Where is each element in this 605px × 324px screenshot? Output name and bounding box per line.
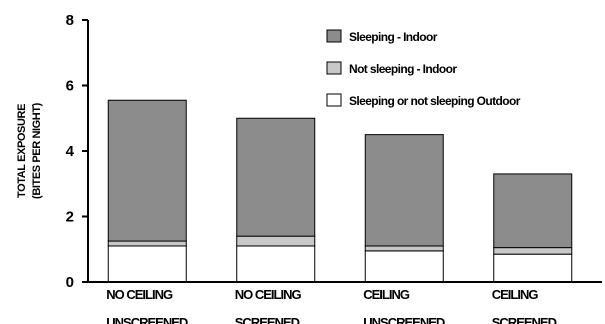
y-axis-label: TOTAL EXPOSURE (BITES PER NIGHT) [16,102,43,199]
legend-swatch [326,93,342,107]
bar-segment [107,240,187,247]
x-axis: NO CEILING UNSCREENED NO CEILING SCREENED CE… [88,281,602,324]
bar-segment [236,245,316,283]
x-category-label: SCREENED [492,315,557,324]
bar-segment [364,245,444,252]
y-tick-label: 6 [66,78,74,95]
bar-segment [107,99,187,242]
y-axis-title-line: TOTAL EXPOSURE [16,104,28,198]
x-category-label: CEILING [492,287,539,302]
bar-segment [364,134,444,247]
bar-segment [107,245,187,283]
y-tick-label: 2 [66,209,74,226]
legend: Sleeping - Indoor Not sleeping - Indoor Sl… [326,29,521,108]
x-category-label: SCREENED [235,315,300,324]
x-category-label: NO CEILING [106,287,173,302]
y-axis: 0 2 4 6 8 [66,12,89,291]
y-tick-label: 8 [66,12,74,29]
legend-label: Not sleeping - Indoor [349,62,457,76]
x-category-label: UNSCREENED [106,315,188,324]
legend-swatch [326,29,342,43]
y-axis-title-line: (BITES PER NIGHT) [31,102,43,199]
x-category-label: UNSCREENED [363,315,445,324]
y-tick-label: 0 [66,274,74,291]
bar-segment [236,235,316,247]
x-category-label: CEILING [363,287,410,302]
legend-swatch [326,61,342,75]
bar-segment [236,117,316,237]
legend-label: Sleeping or not sleeping Outdoor [349,94,521,108]
legend-label: Sleeping - Indoor [349,30,438,44]
bar-segment [364,250,444,283]
y-tick-label: 4 [66,143,75,160]
bar-segment [493,253,573,283]
bar-segment [493,247,573,255]
bars [107,99,573,283]
bar-segment [493,173,573,249]
x-category-label: NO CEILING [235,287,302,302]
